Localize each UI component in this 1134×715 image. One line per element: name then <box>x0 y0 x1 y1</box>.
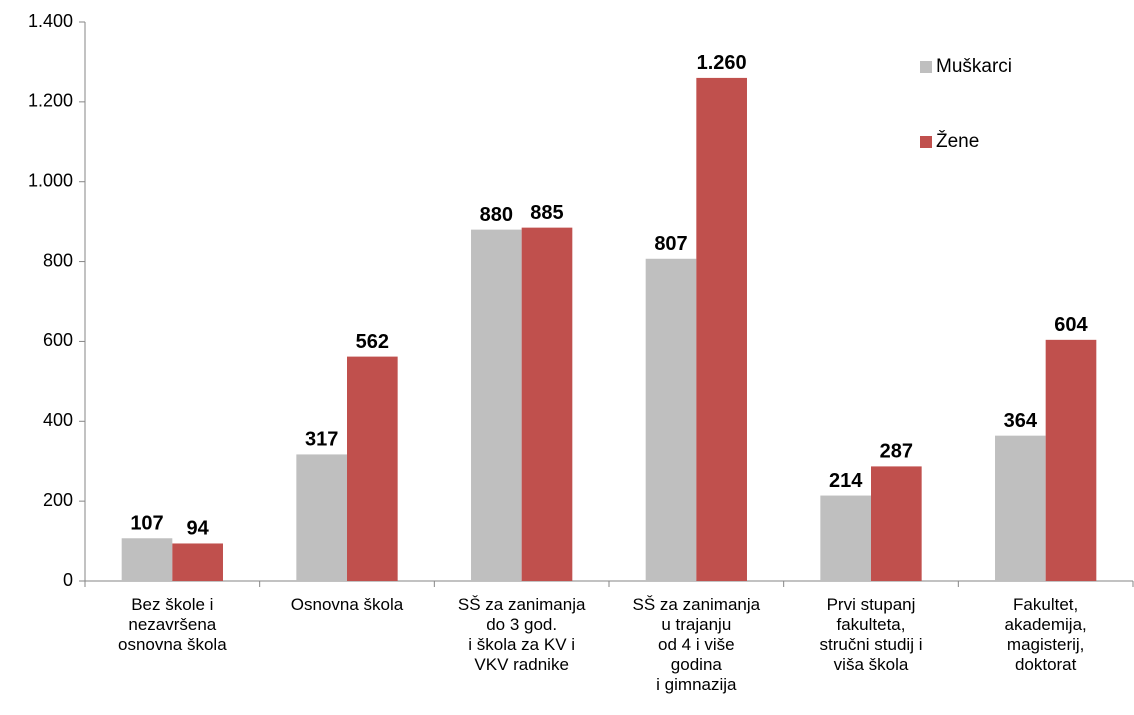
y-tick-label: 1.200 <box>28 91 73 111</box>
data-label: 107 <box>130 513 163 535</box>
bar <box>995 435 1046 581</box>
data-label: 562 <box>356 331 389 353</box>
bar <box>1045 339 1097 581</box>
data-label: 364 <box>1004 410 1038 432</box>
x-tick-label: Osnovna škola <box>290 595 404 614</box>
data-label: 880 <box>480 204 513 226</box>
y-tick-label: 1.400 <box>28 11 73 31</box>
y-tick-label: 0 <box>63 570 73 590</box>
legend-swatch <box>920 136 932 148</box>
bar <box>820 495 871 581</box>
data-label: 807 <box>654 233 687 255</box>
x-tick-label: Fakultet, akademija, magisterij, doktora… <box>1004 595 1087 674</box>
data-label: 885 <box>530 202 563 224</box>
bar <box>696 77 747 582</box>
legend-label: Žene <box>936 130 979 152</box>
y-tick-label: 800 <box>43 250 73 270</box>
bar <box>521 227 573 581</box>
data-label: 287 <box>880 441 913 463</box>
data-label: 1.260 <box>697 52 747 74</box>
x-tick-label: Bez škole i nezavršena osnovna škola <box>117 595 227 654</box>
x-tick-label: Prvi stupanj fakulteta, stručni studij i… <box>819 595 923 674</box>
y-tick-label: 600 <box>43 330 73 350</box>
data-label: 317 <box>305 429 338 451</box>
x-tick-label: SŠ za zanimanja u trajanju od 4 i više g… <box>632 595 761 694</box>
bar <box>645 258 697 581</box>
bar <box>121 538 173 581</box>
bar <box>871 466 922 581</box>
y-tick-label: 400 <box>43 410 73 430</box>
bar <box>172 543 223 581</box>
y-tick-label: 200 <box>43 490 73 510</box>
data-label: 214 <box>829 470 863 492</box>
bar <box>471 229 522 581</box>
legend-label: Muškarci <box>936 56 1012 77</box>
bar <box>347 356 398 581</box>
data-label: 94 <box>187 518 210 540</box>
legend-swatch <box>920 61 932 73</box>
bar <box>296 454 347 581</box>
data-label: 604 <box>1054 314 1088 336</box>
y-tick-label: 1.000 <box>28 170 73 190</box>
x-tick-label: SŠ za zanimanja do 3 god. i škola za KV … <box>457 595 586 674</box>
